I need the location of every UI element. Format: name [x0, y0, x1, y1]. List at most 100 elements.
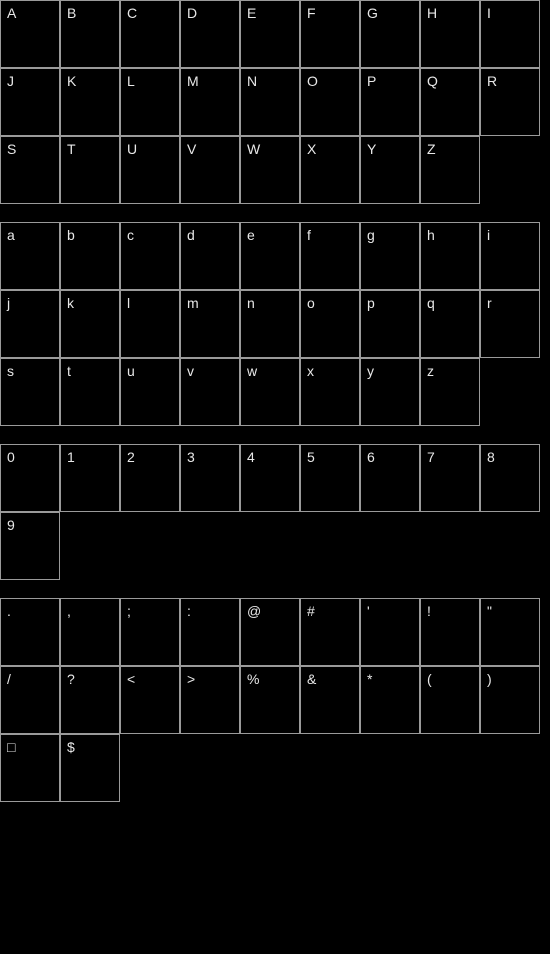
char-cell: n [240, 290, 300, 358]
character-map: ABCDEFGHIJKLMNOPQRSTUVWXYZabcdefghijklmn… [0, 0, 550, 802]
char-cell: ? [60, 666, 120, 734]
char-cell: I [480, 0, 540, 68]
char-label: 8 [487, 449, 495, 465]
char-label: . [7, 603, 11, 619]
char-row: JKLMNOPQR [0, 68, 550, 136]
char-cell: 4 [240, 444, 300, 512]
char-cell: g [360, 222, 420, 290]
char-label: P [367, 73, 376, 89]
char-label: ; [127, 603, 131, 619]
char-cell: , [60, 598, 120, 666]
char-cell: b [60, 222, 120, 290]
char-cell-empty [480, 358, 540, 426]
char-cell: 7 [420, 444, 480, 512]
char-label: A [7, 5, 16, 21]
char-cell: & [300, 666, 360, 734]
char-cell: ( [420, 666, 480, 734]
char-cell: < [120, 666, 180, 734]
char-label: ( [427, 671, 432, 687]
char-label: 9 [7, 517, 15, 533]
char-label: s [7, 363, 14, 379]
char-row: ABCDEFGHI [0, 0, 550, 68]
char-label: U [127, 141, 137, 157]
char-cell: P [360, 68, 420, 136]
char-label: d [187, 227, 195, 243]
char-label: 1 [67, 449, 75, 465]
char-cell: Q [420, 68, 480, 136]
char-cell: Y [360, 136, 420, 204]
char-label: 2 [127, 449, 135, 465]
char-label: 6 [367, 449, 375, 465]
char-cell: h [420, 222, 480, 290]
char-cell: f [300, 222, 360, 290]
char-cell: i [480, 222, 540, 290]
char-row: jklmnopqr [0, 290, 550, 358]
char-label: R [487, 73, 497, 89]
char-cell: l [120, 290, 180, 358]
char-group-digits: 0123456789 [0, 444, 550, 580]
char-label: & [307, 671, 316, 687]
char-cell: E [240, 0, 300, 68]
char-cell: @ [240, 598, 300, 666]
char-label: 0 [7, 449, 15, 465]
char-cell: v [180, 358, 240, 426]
char-cell-empty [120, 512, 180, 580]
char-cell-empty [240, 512, 300, 580]
char-cell: j [0, 290, 60, 358]
char-label: H [427, 5, 437, 21]
char-label: , [67, 603, 71, 619]
char-label: u [127, 363, 135, 379]
char-label: M [187, 73, 199, 89]
char-cell: y [360, 358, 420, 426]
char-label: K [67, 73, 76, 89]
char-cell: " [480, 598, 540, 666]
char-cell: Z [420, 136, 480, 204]
char-label: E [247, 5, 256, 21]
char-label: G [367, 5, 378, 21]
char-cell: q [420, 290, 480, 358]
char-cell: # [300, 598, 360, 666]
char-row: STUVWXYZ [0, 136, 550, 204]
char-group-lowercase: abcdefghijklmnopqrstuvwxyz [0, 222, 550, 426]
char-label: ) [487, 671, 492, 687]
char-cell: m [180, 290, 240, 358]
char-cell: c [120, 222, 180, 290]
char-cell: . [0, 598, 60, 666]
char-label: 7 [427, 449, 435, 465]
char-cell-empty [300, 512, 360, 580]
char-cell: U [120, 136, 180, 204]
char-label: > [187, 671, 195, 687]
char-row: /?<>%&*() [0, 666, 550, 734]
char-cell: S [0, 136, 60, 204]
char-cell: F [300, 0, 360, 68]
char-label: r [487, 295, 492, 311]
char-label: Y [367, 141, 376, 157]
char-label: b [67, 227, 75, 243]
char-cell: d [180, 222, 240, 290]
char-label: @ [247, 603, 261, 619]
char-cell: : [180, 598, 240, 666]
char-label: : [187, 603, 191, 619]
char-cell-empty [60, 512, 120, 580]
char-cell: > [180, 666, 240, 734]
char-cell: 9 [0, 512, 60, 580]
char-label: " [487, 603, 492, 619]
char-label: q [427, 295, 435, 311]
char-cell: 8 [480, 444, 540, 512]
char-label: l [127, 295, 130, 311]
char-cell: k [60, 290, 120, 358]
char-row: □$ [0, 734, 550, 802]
char-cell-empty [480, 734, 540, 802]
char-cell: w [240, 358, 300, 426]
char-cell-empty [240, 734, 300, 802]
char-label: ' [367, 603, 370, 619]
char-label: J [7, 73, 14, 89]
char-row: .,;:@#'!" [0, 598, 550, 666]
char-cell: 3 [180, 444, 240, 512]
char-cell: 0 [0, 444, 60, 512]
char-label: m [187, 295, 199, 311]
char-cell: L [120, 68, 180, 136]
char-cell: X [300, 136, 360, 204]
char-label: i [487, 227, 490, 243]
char-label: e [247, 227, 255, 243]
